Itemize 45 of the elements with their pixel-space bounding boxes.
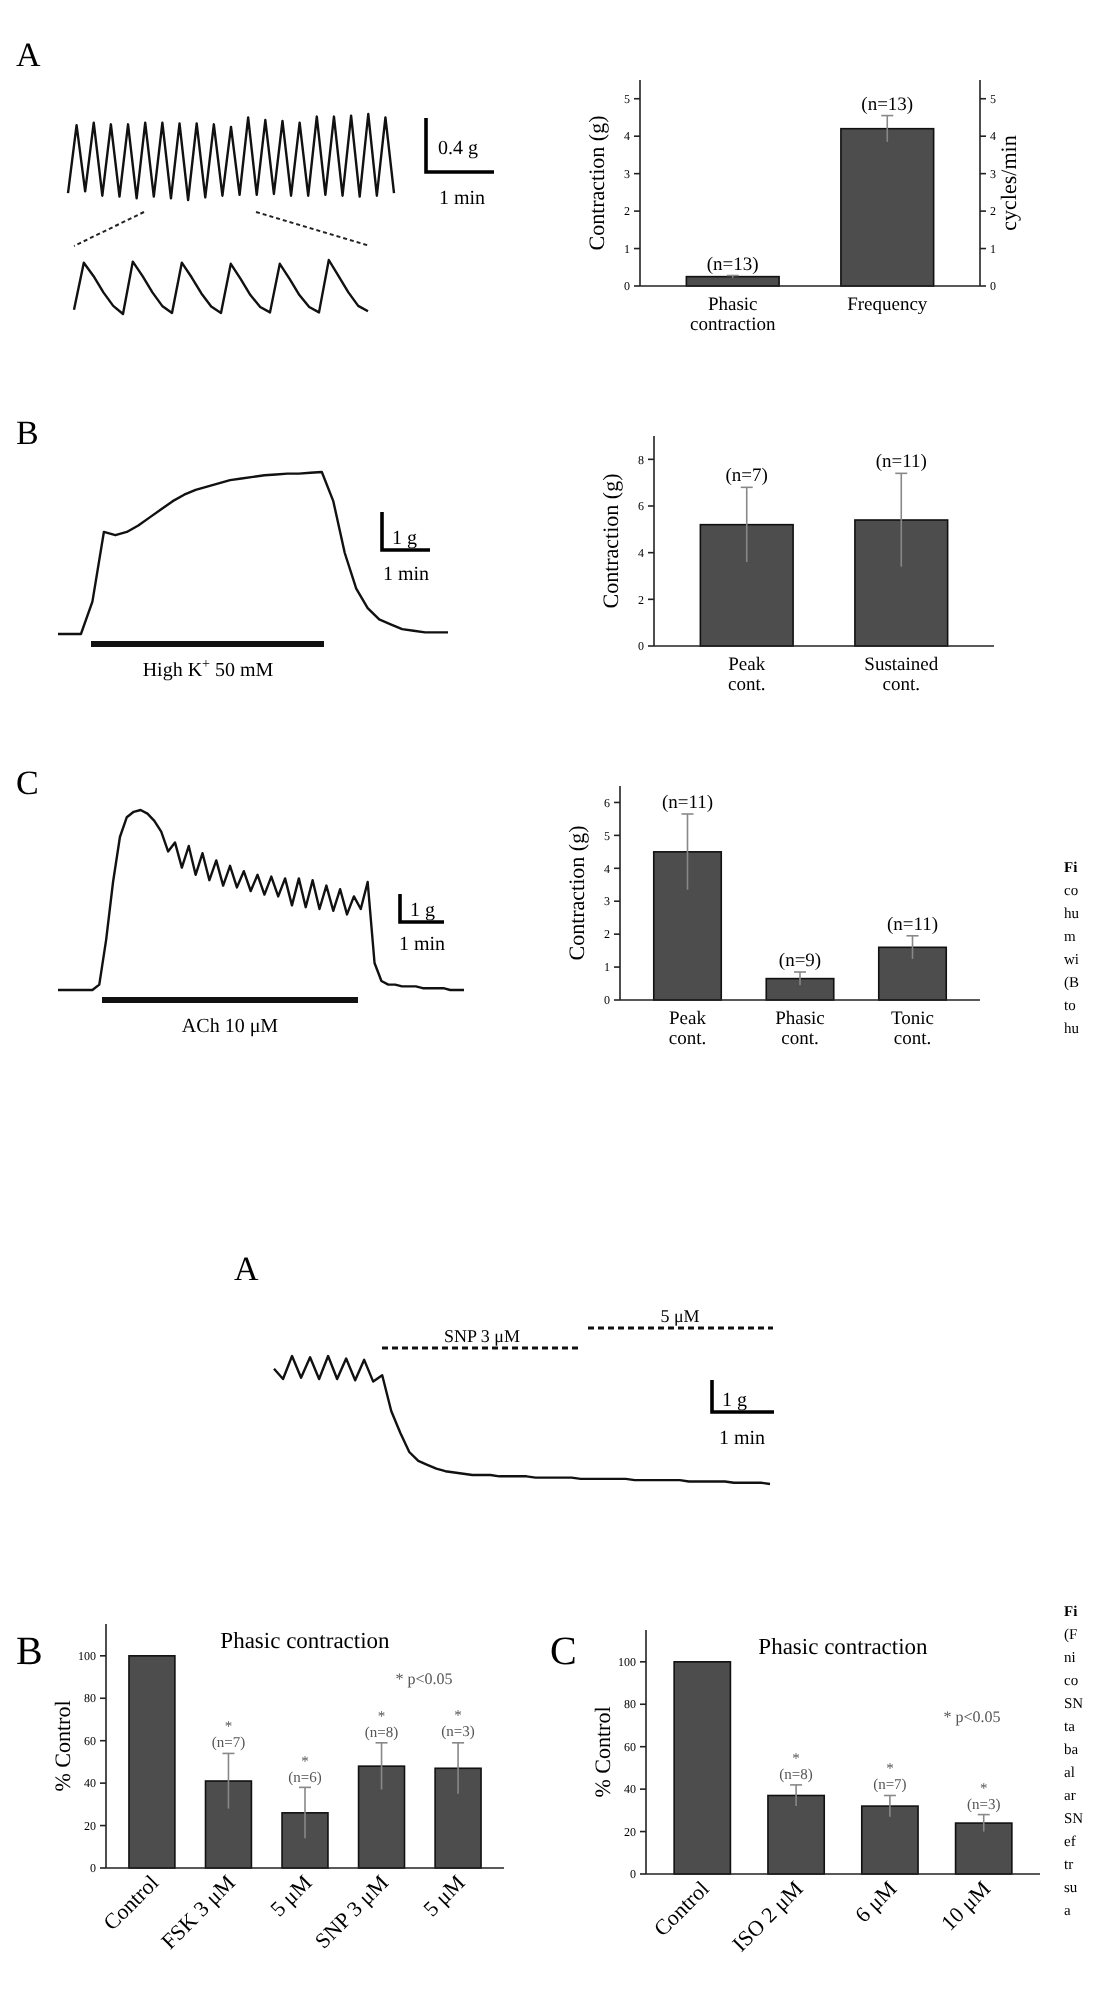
x-tick-label: Tonic cont.: [891, 1010, 934, 1050]
y-axis-title: % Control: [592, 1706, 616, 1798]
annotation: 1 min: [398, 934, 446, 956]
text: High K$^{+}$ 50 mM: [142, 656, 274, 682]
annotation: (n=11): [661, 793, 714, 814]
text: C: [550, 1630, 577, 1674]
annotation: (n=13): [861, 95, 914, 116]
annotation: (n=11): [886, 915, 939, 936]
text: 5 μM: [660, 1306, 700, 1326]
y2-axis-title: cycles/min: [998, 134, 1022, 231]
chart-title: Phasic contraction: [220, 1630, 391, 1654]
y-axis-title: Contraction (g): [566, 824, 590, 961]
x-tick-label: 5 μM: [419, 1870, 471, 1923]
text: SNP 3 μM: [443, 1326, 521, 1346]
x-tick-label: Peak cont.: [668, 1010, 707, 1050]
annotation: * p<0.05: [395, 1670, 453, 1688]
y-axis-title: Contraction (g): [600, 472, 624, 609]
annotation: 1 min: [718, 1428, 766, 1450]
annotation: * p<0.05: [943, 1708, 1001, 1726]
annotation: (n=13): [706, 255, 759, 276]
text: 1 min: [438, 188, 486, 210]
x-tick-label: Peak cont.: [727, 656, 766, 696]
chart-title: A: [234, 1250, 260, 1288]
chart-title: C: [16, 764, 39, 802]
x-tick-label: Sustained cont.: [864, 656, 939, 696]
text: B: [16, 1630, 43, 1674]
x-tick-label: Frequency: [847, 296, 928, 316]
x-tick-label: ISO 2 μM: [728, 1876, 809, 1958]
chart-title: B: [16, 414, 39, 452]
text: 0.4 g: [438, 138, 478, 160]
x-tick-label: Phasic cont.: [775, 1010, 825, 1050]
annotation: (n=7): [725, 467, 768, 488]
annotation: 1 g: [392, 528, 417, 550]
y-axis-title: Contraction (g): [586, 114, 610, 251]
chart-title: Phasic contraction: [758, 1636, 929, 1660]
y-axis-title: % Control: [52, 1700, 76, 1792]
annotation: 1 g: [410, 900, 435, 922]
chart-title: A: [16, 36, 42, 74]
annotation: (n=9): [778, 952, 822, 973]
annotation: (n=11): [875, 453, 927, 474]
x-tick-label: 6 μM: [851, 1876, 903, 1929]
annotation: 1 g: [722, 1390, 747, 1412]
x-tick-label: 10 μM: [937, 1876, 997, 1936]
text: ACh 10 μM: [181, 1016, 279, 1038]
annotation: 1 min: [382, 564, 430, 586]
